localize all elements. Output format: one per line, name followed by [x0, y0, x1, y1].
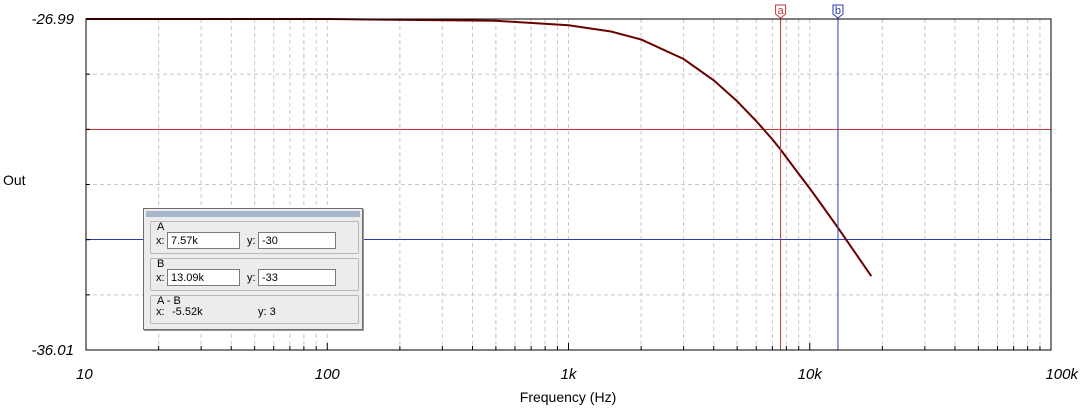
- x-axis-title: Frequency (Hz): [520, 389, 616, 405]
- x-tick-label: 1k: [561, 366, 578, 383]
- y-tick-label-bottom: -36.01: [31, 342, 74, 359]
- cursor-diff-x-label: x:: [156, 306, 165, 318]
- x-tick-label: 100: [315, 366, 341, 383]
- series-line: [86, 18, 873, 277]
- cursor-a-y-field[interactable]: -30: [258, 232, 336, 249]
- x-tick-label: 100k: [1045, 366, 1079, 383]
- cursor-vertical-lines: [780, 12, 839, 350]
- cursor-a-tag-label: a: [778, 5, 785, 17]
- x-tick-labels: 10 100 1k 10k 100k: [76, 366, 1079, 383]
- cursor-b-y-label: y:: [247, 272, 256, 284]
- cursor-a-x-label: x:: [156, 235, 165, 247]
- cursor-readout-window[interactable]: A x: 7.57k y: -30 B x: 13.09k y: -33 A -…: [143, 208, 363, 330]
- cursor-a-group: A x: 7.57k y: -30: [150, 221, 359, 254]
- cursor-window-titlebar[interactable]: [146, 211, 360, 217]
- cursor-a-x-field[interactable]: 7.57k: [167, 232, 240, 249]
- y-tick-label-top: -26.99: [31, 11, 74, 28]
- x-tick-label: 10k: [798, 366, 824, 383]
- x-tick-label: 10: [76, 366, 93, 383]
- cursor-b-title: B: [157, 258, 165, 270]
- cursor-b-y-field[interactable]: -33: [258, 269, 336, 286]
- cursor-diff-title: A - B: [157, 295, 181, 307]
- cursor-b-x-label: x:: [156, 272, 165, 284]
- cursor-diff-group: A - B x: -5.52k y: 3: [150, 295, 359, 324]
- cursor-b-group: B x: 13.09k y: -33: [150, 258, 359, 291]
- axis-ticks: [86, 73, 1041, 350]
- cursor-b-tag-label: b: [835, 5, 841, 17]
- cursor-b-x-field[interactable]: 13.09k: [167, 269, 240, 286]
- cursor-b-tag[interactable]: b: [832, 4, 844, 19]
- cursor-a-title: A: [157, 221, 165, 233]
- y-axis-title: Out: [3, 172, 26, 188]
- cursor-diff-x-value: -5.52k: [172, 306, 203, 318]
- cursor-diff-y-value: y: 3: [258, 306, 276, 318]
- curve-layer: [86, 18, 873, 277]
- cursor-a-tag[interactable]: a: [775, 4, 787, 19]
- cursor-a-tag-shape: [775, 4, 787, 19]
- cursor-a-y-label: y:: [247, 235, 256, 247]
- cursor-b-tag-shape: [832, 4, 844, 19]
